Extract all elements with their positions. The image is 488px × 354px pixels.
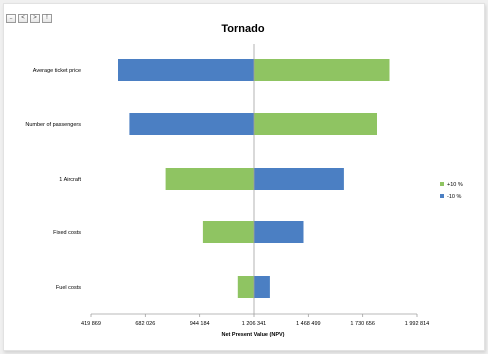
bar-minus-2 [129, 113, 254, 135]
category-label: Average ticket price [33, 68, 81, 74]
bar-minus-5 [254, 276, 270, 298]
bar-plus-3 [166, 168, 254, 190]
category-label: Fixed costs [53, 230, 81, 236]
legend: +10 % -10 % [440, 182, 463, 200]
x-tick-label: 682 026 [135, 321, 155, 327]
x-tick-label: 419 869 [81, 321, 101, 327]
bar-plus-4 [203, 221, 254, 243]
legend-label-plus: +10 % [447, 182, 463, 188]
bars-group: Average ticket price Number of passengers… [25, 59, 389, 298]
bar-plus-2 [254, 113, 377, 135]
chart-title: Tornado [221, 23, 264, 35]
bar-plus-5 [238, 276, 254, 298]
legend-swatch-plus [440, 182, 444, 186]
bar-plus-1 [254, 59, 390, 81]
bar-minus-4 [254, 221, 304, 243]
x-axis: 419 869 682 026 944 184 1 206 341 1 468 499 1… [81, 314, 429, 327]
x-tick-label: 1 730 656 [350, 321, 374, 327]
bar-minus-1 [118, 59, 254, 81]
bar-minus-3 [254, 168, 344, 190]
x-tick-label: 1 468 499 [296, 321, 320, 327]
category-label: Number of passengers [25, 122, 81, 128]
legend-label-minus: -10 % [447, 194, 461, 200]
x-tick-label: 1 206 341 [242, 321, 266, 327]
x-axis-label: Net Present Value (NPV) [222, 332, 285, 338]
x-tick-label: 944 184 [190, 321, 210, 327]
category-label: Fuel costs [56, 285, 81, 291]
legend-swatch-minus [440, 194, 444, 198]
category-label: 1 Aircraft [59, 177, 81, 183]
x-tick-label: 1 992 814 [405, 321, 429, 327]
